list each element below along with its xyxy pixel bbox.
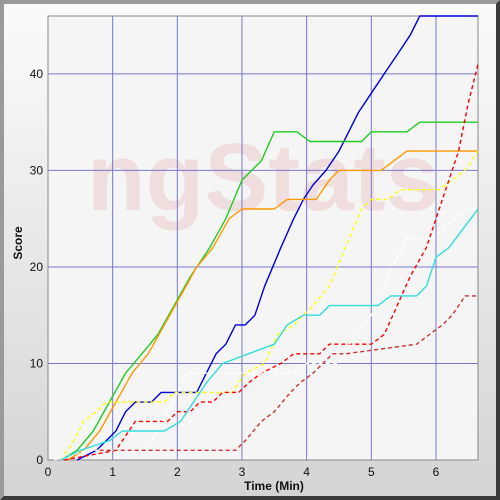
x-tick-label: 6	[433, 465, 440, 479]
series-line-4	[60, 150, 479, 461]
x-tick-label: 1	[109, 465, 116, 479]
x-tick-label: 0	[45, 465, 52, 479]
series-line-2	[60, 121, 478, 461]
grid-lines	[48, 16, 478, 460]
x-axis-label: Time (Min)	[244, 479, 304, 493]
y-axis-label: Score	[11, 226, 25, 260]
y-tick-label: 40	[30, 67, 44, 81]
x-tick-label: 5	[368, 465, 375, 479]
series-line-1	[76, 15, 478, 461]
series-line-5	[64, 64, 479, 461]
x-tick-label: 4	[303, 465, 310, 479]
series-lines	[54, 15, 479, 461]
series-line-8	[99, 295, 478, 451]
y-tick-label: 10	[30, 356, 44, 370]
series-line-3	[67, 150, 478, 461]
x-tick-label: 3	[239, 465, 246, 479]
series-line-7	[60, 208, 479, 461]
watermark: ngStats	[87, 124, 439, 231]
x-tick-labels: 0 1 2 3 4 5 6	[45, 465, 440, 479]
y-tick-label: 30	[30, 163, 44, 177]
y-tick-labels: 0 10 20 30 40	[30, 67, 44, 467]
x-tick-label: 2	[174, 465, 181, 479]
y-tick-label: 0	[36, 453, 43, 467]
y-tick-label: 20	[30, 260, 44, 274]
